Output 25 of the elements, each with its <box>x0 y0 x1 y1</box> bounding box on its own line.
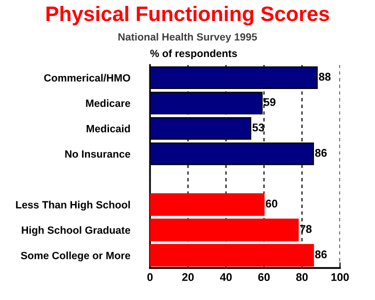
data-label: 86 <box>315 148 327 157</box>
x-tick-label: 20 <box>182 273 194 282</box>
data-label: 53 <box>252 124 264 132</box>
x-tick-label: 0 <box>147 273 153 282</box>
y-tick-label: High School Graduate <box>22 226 130 236</box>
x-tick-label: 40 <box>220 273 232 282</box>
bar <box>150 193 265 216</box>
y-tick-label: Less Than High School <box>16 200 130 211</box>
y-tick-label: Medicare <box>86 99 130 107</box>
y-tick-label: Commerical/HMO <box>44 74 130 82</box>
bar <box>150 218 299 242</box>
x-tick-label: 80 <box>296 273 308 282</box>
bar <box>150 244 314 267</box>
x-tick-label: 60 <box>258 273 270 282</box>
chart-subtitle: National Health Survey 1995 <box>118 32 257 43</box>
y-tick-label: Medicaid <box>86 124 130 132</box>
data-label: 59 <box>264 98 276 106</box>
y-tick-label: No Insurance <box>65 150 130 158</box>
data-label: 86 <box>315 250 327 258</box>
x-tick-label: 100 <box>331 273 349 282</box>
data-label: 60 <box>266 200 278 208</box>
chart-title: Physical Functioning Scores <box>46 6 330 26</box>
y-tick-label: Some College or More <box>20 252 130 262</box>
x-axis-title: % of respondents <box>150 49 237 60</box>
data-label: 88 <box>318 72 331 81</box>
